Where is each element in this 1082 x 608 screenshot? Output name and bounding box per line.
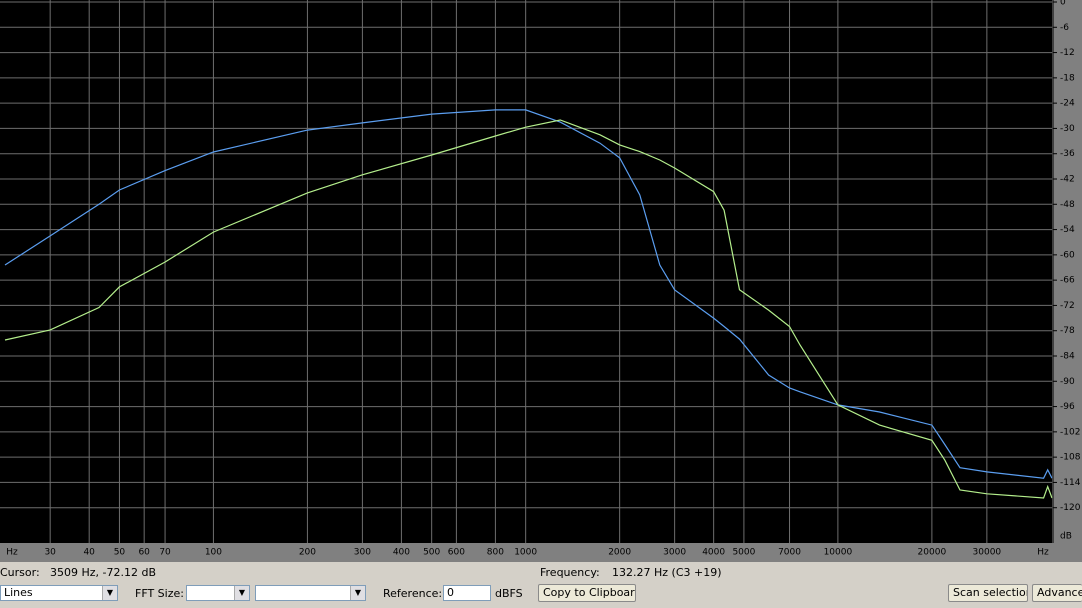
- reference-unit: dBFS: [495, 587, 523, 600]
- x-tick-label: 7000: [778, 548, 801, 558]
- y-tick-label: -102: [1060, 427, 1080, 437]
- y-tick-label: -12: [1060, 48, 1075, 58]
- x-tick-label: 5000: [732, 548, 755, 558]
- y-tick-label: -108: [1060, 453, 1081, 463]
- advanced-button-text: Advanced: [1037, 586, 1082, 599]
- x-unit-right: Hz: [1037, 548, 1049, 558]
- dropdown-arrow: ▼: [102, 586, 117, 600]
- x-tick-label: 30000: [973, 548, 1002, 558]
- y-tick-label: -120: [1060, 503, 1081, 513]
- dropdown-arrow: ▼: [234, 586, 249, 600]
- reference-value: 0: [447, 586, 454, 599]
- scan-button[interactable]: Scan selection: [948, 584, 1028, 602]
- copy-button[interactable]: Copy to Clipboard: [538, 584, 636, 602]
- x-tick-label: 800: [487, 548, 504, 558]
- y-tick-label: -96: [1060, 402, 1075, 412]
- scan-button-text: Scan selection: [953, 586, 1028, 599]
- y-tick-label: -90: [1060, 377, 1075, 387]
- x-tick-label: 10000: [824, 548, 853, 558]
- frequency-label: Frequency:: [540, 566, 600, 579]
- x-tick-label: 600: [448, 548, 465, 558]
- function-select[interactable]: ▼: [255, 585, 366, 601]
- x-tick-label: 400: [393, 548, 410, 558]
- x-tick-label: 1000: [514, 548, 537, 558]
- y-tick-label: -54: [1060, 225, 1075, 235]
- x-tick-label: 300: [354, 548, 371, 558]
- cursor-value: 3509 Hz, -72.12 dB: [50, 566, 157, 579]
- y-tick-label: -48: [1060, 200, 1075, 210]
- x-tick-label: 20000: [918, 548, 947, 558]
- x-tick-label: 2000: [608, 548, 631, 558]
- spectrum-plot: Hz Hz dB 0 -6 -12 -18 -24 -30 -36 -42 -48 -54 -60 -…: [0, 0, 1082, 562]
- x-unit-left: Hz: [6, 548, 18, 558]
- x-tick-label: 60: [138, 548, 150, 558]
- algorithm-select-text: Lines: [4, 586, 33, 599]
- spectrum-line: [4, 119, 1053, 499]
- advanced-button[interactable]: Advanced: [1032, 584, 1082, 602]
- fft-select[interactable]: ▼: [186, 585, 250, 601]
- y-tick-label: -78: [1060, 326, 1075, 336]
- y-tick-label: -60: [1060, 250, 1075, 260]
- y-unit: dB: [1060, 532, 1072, 542]
- algorithm-select[interactable]: Lines ▼: [0, 585, 118, 601]
- spectrum-line: [4, 109, 1053, 479]
- copy-button-text: Copy to Clipboard: [543, 586, 636, 599]
- x-tick-label: 3000: [663, 548, 686, 558]
- cursor-label: Cursor:: [0, 566, 40, 579]
- x-tick-label: 100: [205, 548, 222, 558]
- y-tick-label: -66: [1060, 276, 1075, 286]
- x-tick-label: 200: [299, 548, 316, 558]
- x-tick-label: 70: [159, 548, 171, 558]
- x-tick-label: 4000: [702, 548, 725, 558]
- fft-label: FFT Size:: [135, 587, 184, 600]
- y-tick-label: -72: [1060, 301, 1075, 311]
- y-tick-label: -24: [1060, 99, 1075, 109]
- dropdown-arrow: ▼: [350, 586, 365, 600]
- y-tick-label: -84: [1060, 352, 1075, 362]
- y-tick-label: -114: [1060, 478, 1081, 488]
- frequency-value: 132.27 Hz (C3 +19): [612, 566, 722, 579]
- reference-label: Reference:: [383, 587, 443, 600]
- y-tick-label: -36: [1060, 149, 1075, 159]
- x-tick-label: 500: [423, 548, 440, 558]
- y-tick-label: -42: [1060, 175, 1075, 185]
- y-tick-label: -18: [1060, 73, 1075, 83]
- x-tick-label: 50: [114, 548, 126, 558]
- y-tick-label: -30: [1060, 124, 1075, 134]
- reference-input[interactable]: 0: [443, 585, 491, 601]
- y-tick-label: 0: [1060, 0, 1066, 8]
- x-tick-label: 40: [83, 548, 95, 558]
- y-tick-label: -6: [1060, 23, 1069, 33]
- x-tick-label: 30: [44, 548, 56, 558]
